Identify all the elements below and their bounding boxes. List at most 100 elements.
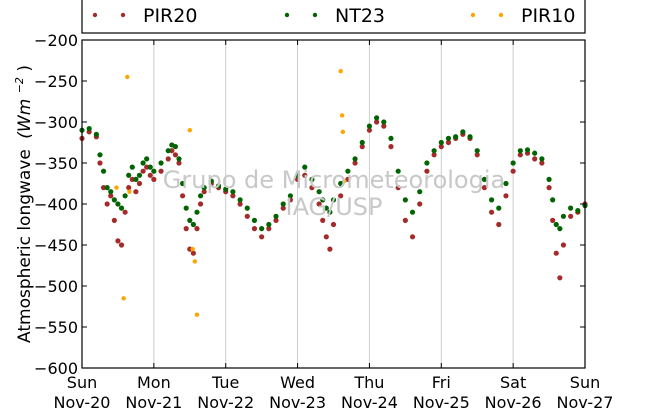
data-point bbox=[273, 213, 279, 219]
x-tick-label-date: Nov-24 bbox=[341, 393, 398, 409]
data-point bbox=[104, 201, 110, 207]
data-point bbox=[118, 205, 125, 211]
data-point bbox=[280, 201, 286, 207]
data-point bbox=[251, 217, 258, 223]
data-point bbox=[381, 119, 387, 125]
data-point bbox=[488, 197, 495, 203]
series-pir10 bbox=[114, 68, 347, 317]
data-point bbox=[359, 144, 365, 150]
data-point bbox=[366, 123, 373, 129]
data-point bbox=[330, 221, 337, 228]
data-point bbox=[108, 193, 114, 199]
y-tick-label: −250 bbox=[34, 72, 78, 91]
data-point bbox=[144, 156, 150, 162]
data-point bbox=[151, 176, 157, 182]
data-point bbox=[121, 296, 126, 301]
data-point bbox=[517, 148, 523, 154]
data-point bbox=[340, 129, 346, 135]
data-point bbox=[126, 185, 132, 191]
data-point bbox=[568, 205, 574, 211]
data-point bbox=[481, 176, 487, 182]
series-nt23 bbox=[79, 115, 588, 232]
data-point bbox=[108, 189, 114, 195]
data-point bbox=[316, 189, 322, 195]
data-point bbox=[122, 193, 128, 199]
x-tick-label-day: Sat bbox=[500, 373, 526, 392]
data-point bbox=[180, 193, 186, 199]
data-point bbox=[97, 160, 103, 166]
series-layer bbox=[79, 68, 588, 317]
y-tick-label: −400 bbox=[34, 195, 78, 214]
x-tick-label-day: Wed bbox=[280, 373, 315, 392]
data-point bbox=[201, 189, 207, 195]
data-point bbox=[395, 168, 401, 174]
data-point bbox=[327, 246, 333, 252]
data-point bbox=[140, 168, 146, 174]
data-point bbox=[244, 205, 250, 211]
data-point bbox=[388, 135, 394, 141]
data-point bbox=[237, 197, 243, 203]
x-tick-label-day: Fri bbox=[432, 373, 451, 392]
data-point bbox=[431, 148, 437, 154]
data-point bbox=[352, 156, 358, 162]
data-point bbox=[510, 168, 516, 174]
data-point bbox=[342, 178, 347, 184]
data-point bbox=[338, 193, 344, 199]
data-point bbox=[395, 185, 401, 191]
data-point bbox=[539, 156, 545, 162]
watermark: Grupo de Micrometeorologia IAG/USP bbox=[163, 166, 505, 221]
data-point bbox=[438, 139, 444, 146]
data-point bbox=[280, 205, 286, 211]
data-point bbox=[100, 168, 107, 174]
data-point bbox=[320, 197, 326, 203]
legend-label: PIR10 bbox=[521, 5, 575, 27]
data-point bbox=[338, 68, 343, 74]
legend-label: PIR20 bbox=[143, 5, 197, 27]
y-tick-label: −300 bbox=[34, 113, 78, 132]
data-point bbox=[223, 186, 229, 192]
data-point bbox=[127, 189, 132, 194]
data-point bbox=[133, 176, 139, 182]
data-point bbox=[147, 164, 153, 170]
data-point bbox=[532, 156, 538, 162]
data-point bbox=[100, 185, 107, 191]
ticks: −200−250−300−350−400−450−500−550−600SunN… bbox=[34, 31, 613, 409]
data-point bbox=[424, 168, 430, 174]
data-point bbox=[133, 189, 139, 195]
data-point bbox=[417, 201, 423, 207]
y-tick-label: −500 bbox=[34, 277, 78, 296]
data-point bbox=[129, 176, 135, 182]
data-point bbox=[323, 205, 329, 211]
x-tick-label-date: Nov-27 bbox=[557, 393, 614, 409]
data-point bbox=[197, 193, 204, 199]
data-point bbox=[136, 180, 143, 187]
data-point bbox=[165, 156, 171, 162]
data-point bbox=[190, 246, 195, 252]
data-point bbox=[510, 160, 516, 166]
data-point bbox=[345, 168, 351, 174]
data-point bbox=[575, 207, 581, 214]
data-point bbox=[553, 221, 559, 228]
data-point bbox=[560, 242, 567, 248]
data-point bbox=[338, 180, 344, 187]
data-point bbox=[327, 209, 333, 215]
data-point bbox=[503, 193, 509, 199]
data-point bbox=[402, 217, 408, 223]
legend-marker bbox=[120, 12, 126, 18]
data-point bbox=[215, 183, 222, 189]
data-point bbox=[104, 185, 110, 191]
legend-marker bbox=[498, 12, 504, 18]
data-point bbox=[402, 197, 408, 203]
data-point bbox=[176, 160, 182, 166]
x-tick-label-day: Thu bbox=[353, 373, 384, 392]
data-point bbox=[474, 152, 480, 158]
data-point bbox=[445, 135, 452, 141]
data-point bbox=[557, 275, 563, 281]
x-tick-label-date: Nov-21 bbox=[125, 393, 182, 409]
x-tick-label-day: Sun bbox=[67, 373, 97, 392]
data-point bbox=[144, 164, 150, 170]
data-point bbox=[126, 172, 132, 178]
data-point bbox=[345, 176, 351, 182]
data-point bbox=[118, 242, 125, 248]
data-point bbox=[474, 148, 480, 154]
